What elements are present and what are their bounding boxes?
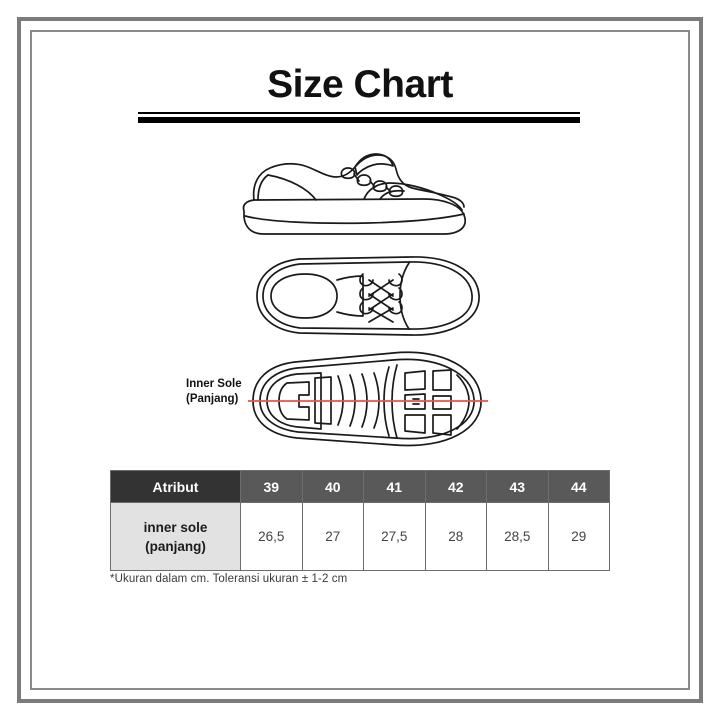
decorative-inner-frame <box>30 30 690 690</box>
page-title: Size Chart <box>267 63 453 106</box>
size-table-container: Atribut 39 40 41 42 43 44 inner sole (pa… <box>110 470 610 571</box>
column-header-size-41: 41 <box>363 470 426 503</box>
table-header-row: Atribut 39 40 41 42 43 44 <box>110 470 610 503</box>
column-header-size-39: 39 <box>240 470 303 503</box>
size-table: Atribut 39 40 41 42 43 44 inner sole (pa… <box>110 470 610 571</box>
cell-inner-sole-39: 26,5 <box>240 502 303 571</box>
shoe-top-view-illustration <box>256 256 480 336</box>
cell-inner-sole-42: 28 <box>424 502 487 571</box>
cell-inner-sole-44: 29 <box>547 502 610 571</box>
column-header-size-44: 44 <box>547 470 610 503</box>
column-header-size-43: 43 <box>486 470 549 503</box>
row-label-inner-sole: inner sole (panjang) <box>110 502 241 571</box>
inner-sole-annotation: Inner Sole (Panjang) <box>186 377 296 407</box>
column-header-atribut: Atribut <box>110 470 241 503</box>
shoe-side-view-illustration <box>242 153 466 235</box>
row-label-line-1: inner sole <box>143 519 208 535</box>
shoe-sole-view-illustration <box>248 351 488 447</box>
annotation-line-2: (Panjang) <box>186 393 239 405</box>
column-header-size-42: 42 <box>424 470 487 503</box>
cell-inner-sole-43: 28,5 <box>486 502 549 571</box>
title-rule-thin <box>138 112 580 114</box>
row-label-line-2: (panjang) <box>145 538 206 554</box>
column-header-size-40: 40 <box>301 470 364 503</box>
title-rule-thick <box>138 117 580 123</box>
table-footnote: *Ukuran dalam cm. Toleransi ukuran ± 1-2… <box>110 573 348 585</box>
table-row: inner sole (panjang) 26,5 27 27,5 28 28,… <box>110 502 610 571</box>
annotation-line-1: Inner Sole <box>186 378 242 390</box>
cell-inner-sole-40: 27 <box>301 502 364 571</box>
decorative-outer-frame <box>17 17 703 703</box>
cell-inner-sole-41: 27,5 <box>363 502 426 571</box>
